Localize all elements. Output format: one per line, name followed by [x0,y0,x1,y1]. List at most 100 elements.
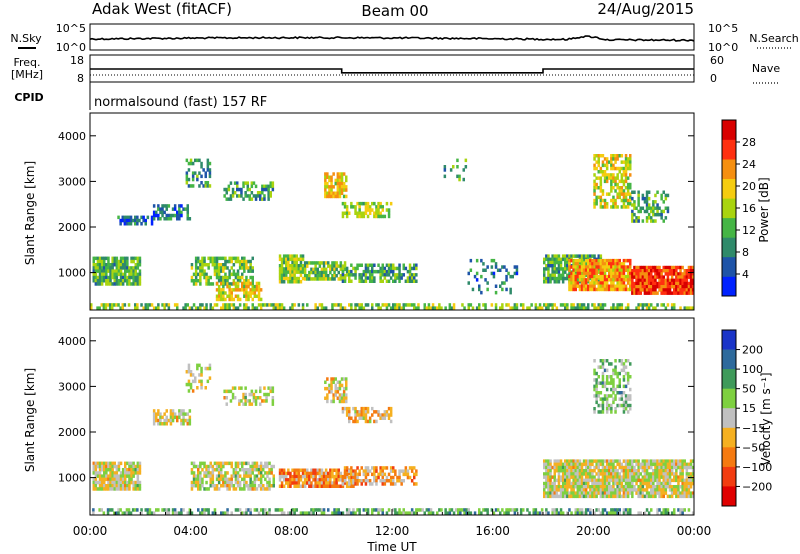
heatmap-cell [593,368,596,373]
heatmap-cell [232,263,236,267]
noise-left-tick-bottom: 10^0 [56,41,86,54]
heatmap-cell [616,481,619,486]
heatmap-cell [381,479,384,483]
heatmap-cell [291,273,294,278]
heatmap-cell [329,471,332,476]
heatmap-cell [217,256,221,261]
heatmap-cell [572,274,575,279]
heatmap-cell [570,511,573,515]
heatmap-cell [297,270,301,274]
heatmap-cell [637,475,640,479]
heatmap-cell [140,303,143,307]
heatmap-cell [639,465,642,470]
heatmap-cell [681,469,684,473]
heatmap-cell [427,511,431,515]
heatmap-cell [652,469,655,473]
heatmap-cell [507,508,510,512]
heatmap-cell [547,260,550,265]
heatmap-cell [593,384,596,389]
heatmap-cell [215,477,219,482]
heatmap-cell [312,267,315,272]
heatmap-cell [282,478,286,482]
heatmap-cell [681,465,684,470]
heatmap-cell [601,303,605,307]
heatmap-cell [194,376,197,380]
heatmap-cell [624,488,628,492]
heatmap-cell [155,412,158,416]
heatmap-cell [134,222,137,226]
heatmap-cell [345,214,349,219]
heatmap-cell [316,471,319,476]
heatmap-cell [243,282,246,286]
heatmap-cell [262,511,265,515]
heatmap-cell [547,475,550,479]
heatmap-cell [222,474,225,478]
heatmap-cell [136,474,140,478]
heatmap-cell [608,462,611,467]
heatmap-cell [582,481,586,486]
heatmap-cell [501,287,504,292]
heatmap-cell [551,276,554,281]
heatmap-cell [572,254,575,258]
heatmap-cell [371,303,374,307]
heatmap-cell [603,258,607,263]
heatmap-cell [618,268,621,272]
heatmap-cell [492,511,496,515]
heatmap-cell [314,303,317,307]
heatmap-cell [534,508,538,512]
heatmap-cell [449,168,453,172]
heatmap-cell [297,478,301,482]
heatmap-cell [593,154,596,158]
heatmap-cell [198,158,201,163]
heatmap-cell [580,481,584,486]
heatmap-cell [568,278,571,282]
heatmap-cell [576,276,580,281]
heatmap-cell [238,187,241,192]
heatmap-cell [243,263,246,267]
heatmap-cell [666,478,670,483]
heatmap-cell [603,394,607,398]
heatmap-cell [599,287,603,292]
heatmap-cell [471,287,475,292]
heatmap-cell [333,508,336,512]
heatmap-cell [352,205,355,209]
heatmap-cell [614,387,617,392]
heatmap-cell [545,254,548,258]
heatmap-cell [266,487,269,491]
heatmap-cell [616,478,619,483]
heatmap-cell [194,477,198,482]
heatmap-cell [167,418,171,423]
heatmap-cell [587,306,590,310]
heatmap-cell [233,181,237,185]
heatmap-cell [557,254,561,258]
heatmap-cell [306,261,309,265]
heatmap-cell [324,194,327,199]
heatmap-cell [618,485,621,489]
heatmap-cell [631,190,634,194]
heatmap-cell [570,485,573,489]
heatmap-cell [553,280,556,284]
heatmap-cell [375,208,378,212]
heatmap-cell [545,276,548,281]
heatmap-cell [159,422,162,426]
heatmap-cell [543,475,546,479]
heatmap-cell [251,275,254,280]
heatmap-cell [656,206,659,210]
heatmap-cell [190,279,194,283]
heatmap-cell [109,461,112,466]
heatmap-cell [601,154,605,158]
heatmap-cell [654,469,657,473]
heatmap-cell [206,165,210,169]
heatmap-cell [136,464,140,469]
heatmap-cell [100,275,104,280]
heatmap-cell [199,306,202,310]
heatmap-cell [582,303,586,307]
heatmap-cell [94,480,98,485]
heatmap-cell [187,366,191,371]
heatmap-cell [417,508,420,512]
heatmap-cell [328,191,331,195]
heatmap-cell [377,205,380,209]
heatmap-cell [681,278,684,283]
heatmap-cell [350,263,353,267]
heatmap-cell [564,303,567,307]
